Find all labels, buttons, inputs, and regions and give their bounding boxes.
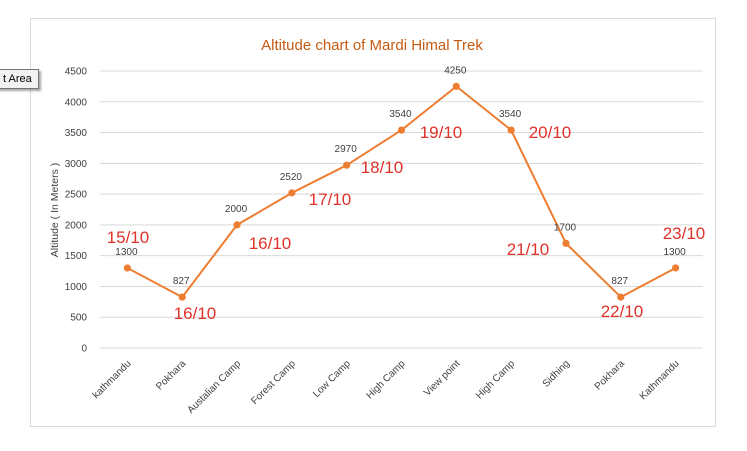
y-tick-label: 2000: [65, 220, 88, 231]
date-annotation: 18/10: [361, 158, 404, 177]
data-point: [233, 221, 241, 229]
y-tick-label: 3000: [65, 159, 88, 170]
date-annotations: 15/10 16/10 16/10 17/10 18/10 19/10 20/10 21/10…: [107, 123, 706, 323]
date-annotation: 15/10: [107, 228, 150, 247]
data-point: [452, 82, 460, 90]
x-tick-label: Pokhara: [593, 358, 627, 392]
chart-area: [30, 18, 716, 427]
y-axis-label: Altitude ( In Meters ): [49, 163, 61, 258]
date-annotation: 21/10: [507, 240, 550, 259]
y-tick-label: 500: [70, 313, 87, 324]
data-label: 2000: [225, 204, 248, 215]
data-point: [123, 264, 132, 272]
data-label: 827: [611, 276, 628, 287]
x-tick-label: Low Camp: [311, 358, 353, 400]
y-tick-label: 0: [81, 344, 87, 355]
y-tick-labels: 0 500 1000 1500 2000 2500 3000 3500 4000 4500: [65, 67, 88, 355]
date-annotation: 23/10: [663, 224, 706, 243]
data-point: [397, 126, 406, 134]
y-tick-label: 4000: [65, 97, 88, 108]
date-annotation: 19/10: [420, 123, 463, 142]
x-tick-label: High Camp: [474, 358, 517, 401]
data-point: [343, 161, 351, 169]
x-tick-label: Kathmandu: [638, 358, 682, 402]
series-line: [123, 82, 680, 301]
x-tick-label: High Camp: [364, 358, 407, 401]
y-tick-label: 3500: [65, 128, 88, 139]
chart-title: Altitude chart of Mardi Himal Trek: [261, 37, 483, 54]
gridlines: [100, 70, 703, 349]
x-tick-label: Austalian Camp: [185, 358, 243, 416]
date-annotation: 16/10: [174, 304, 217, 323]
data-label: 827: [173, 276, 190, 287]
x-tick-label: Sidhing: [541, 358, 572, 389]
data-point: [288, 189, 296, 197]
data-label: 3540: [389, 109, 412, 120]
chart-area-tooltip: t Area: [0, 69, 39, 89]
data-point: [507, 126, 515, 134]
data-label: 2970: [335, 144, 358, 155]
y-tick-label: 1000: [65, 282, 88, 293]
data-label: 1700: [554, 222, 577, 233]
data-label: 4250: [444, 65, 467, 76]
x-tick-label: kathmandu: [91, 358, 134, 401]
data-label: 1300: [115, 247, 138, 258]
data-point: [617, 293, 625, 301]
data-point: [671, 264, 680, 272]
date-annotation: 22/10: [601, 302, 644, 321]
data-point: [562, 239, 570, 247]
x-tick-label: Forest Camp: [249, 358, 298, 407]
data-label: 1300: [663, 247, 686, 258]
data-labels: 1300 827 2000 2520 2970 3540 4250 3540 1700 827 13…: [115, 65, 686, 287]
y-tick-label: 2500: [65, 190, 88, 201]
x-tick-label: Pokhara: [154, 358, 188, 392]
date-annotation: 16/10: [249, 234, 292, 253]
y-tick-label: 1500: [65, 251, 88, 262]
y-tick-label: 4500: [65, 67, 88, 78]
data-point: [178, 293, 186, 301]
data-label: 2520: [280, 172, 303, 183]
x-tick-label: View point: [422, 358, 462, 398]
date-annotation: 17/10: [309, 190, 352, 209]
date-annotation: 20/10: [529, 123, 572, 142]
data-label: 3540: [499, 109, 522, 120]
